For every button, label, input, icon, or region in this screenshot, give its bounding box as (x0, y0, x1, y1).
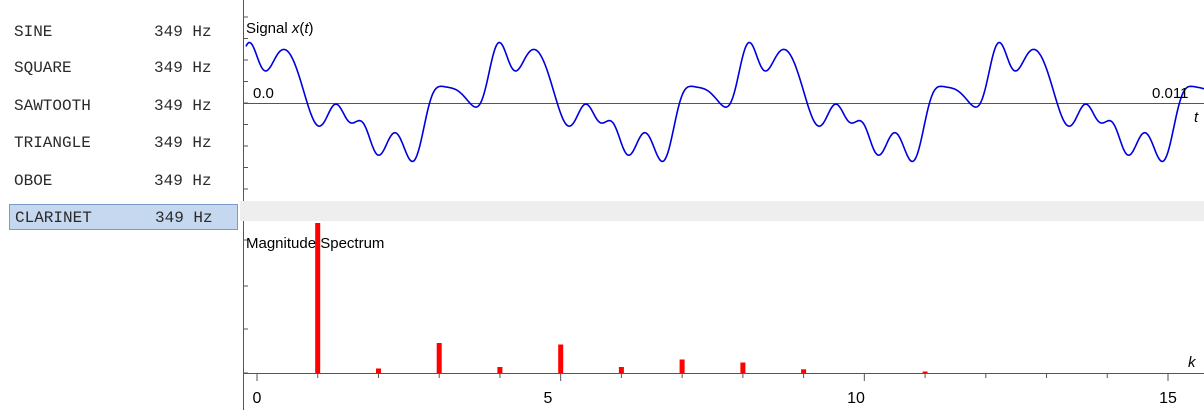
spectrum-x-tick-label-15: 15 (1159, 390, 1177, 407)
waveform-name: TRIANGLE (14, 134, 91, 152)
spectrum-bar-k7 (679, 359, 685, 373)
waveform-frequency: 349 Hz (154, 134, 212, 152)
waveform-item-oboe[interactable]: OBOE 349 Hz (9, 168, 238, 194)
spectrum-plot: Magnitude Spectrum k 0 5 10 15 (243, 221, 1204, 410)
spectrum-bar-k6 (618, 367, 624, 373)
signal-title: Signal x(t) (246, 20, 314, 37)
waveform-frequency: 349 Hz (154, 23, 212, 41)
waveform-item-sawtooth[interactable]: SAWTOOTH 349 Hz (9, 93, 238, 119)
signal-plot: Signal x(t) 0.0 0.011 t (243, 0, 1204, 201)
waveform-name: SAWTOOTH (14, 97, 91, 115)
spectrum-bar-k1 (315, 223, 321, 373)
waveform-item-sine[interactable]: SINE 349 Hz (9, 19, 238, 45)
spectrum-x-ticks (256, 373, 1169, 381)
spectrum-bar-k4 (497, 367, 503, 373)
spectrum-bar-k5 (558, 344, 564, 373)
waveform-frequency: 349 Hz (154, 172, 212, 190)
spectrum-x-tick-label-10: 10 (847, 390, 865, 407)
waveform-item-clarinet[interactable]: CLARINET 349 Hz (9, 204, 238, 230)
spectrum-bar-k11 (922, 371, 928, 373)
waveform-name: SINE (14, 23, 53, 41)
spectrum-bar-k2 (376, 368, 381, 373)
signal-curve (245, 41, 1204, 163)
spectrum-bar-k3 (436, 343, 442, 373)
spectrum-bar-k8 (740, 362, 746, 373)
spectrum-x-tick-label-5: 5 (544, 390, 553, 407)
waveform-frequency: 349 Hz (154, 59, 212, 77)
waveform-list: SINE 349 Hz SQUARE 349 Hz SAWTOOTH 349 Hz TRIA… (0, 0, 240, 410)
panel-divider (240, 201, 1204, 221)
waveform-name: SQUARE (14, 59, 72, 77)
signal-x-tick-label-end: 0.011 (1152, 85, 1188, 102)
signal-x-tick-label-start: 0.0 (253, 85, 274, 102)
spectrum-bar-k9 (801, 369, 807, 374)
signal-x-axis-label: t (1194, 109, 1199, 126)
spectrum-title: Magnitude Spectrum (246, 235, 384, 252)
waveform-name: OBOE (14, 172, 53, 190)
spectrum-x-tick-label-0: 0 (253, 390, 262, 407)
waveform-frequency: 349 Hz (155, 209, 213, 227)
waveform-frequency: 349 Hz (154, 97, 212, 115)
spectrum-bars (315, 223, 928, 374)
waveform-name: CLARINET (15, 209, 92, 227)
spectrum-x-axis-label: k (1188, 354, 1197, 371)
waveform-item-triangle[interactable]: TRIANGLE 349 Hz (9, 130, 238, 156)
waveform-item-square[interactable]: SQUARE 349 Hz (9, 55, 238, 81)
